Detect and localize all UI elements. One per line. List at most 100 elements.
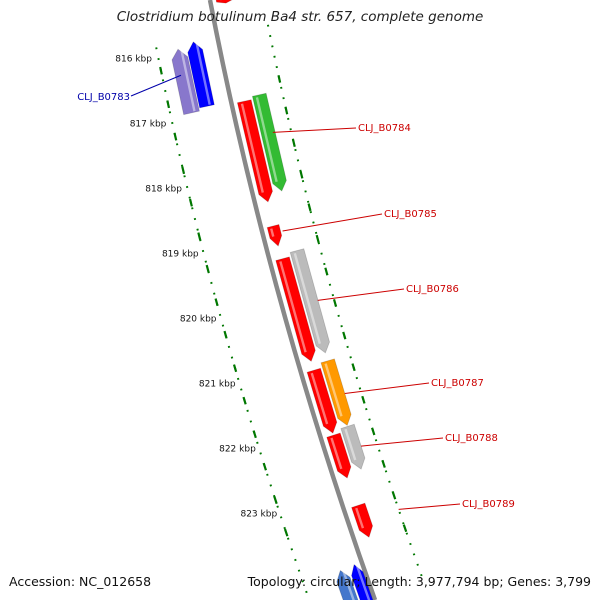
scale-label: 822 kbp [219,445,256,455]
scale-dot [240,388,243,391]
cds-red-0786-highlight [279,261,307,353]
cds-red-0785-body [266,224,283,247]
scale-label: 816 kbp [115,55,152,65]
cds-bottom-partial-1-body [336,569,359,600]
scale-tick [284,106,289,115]
scale-tick [371,427,376,436]
scale-dot [398,511,402,515]
gene-label[interactable]: CLJ_B0786 [406,284,459,295]
cds-purple [171,48,200,116]
inner-scale-track [155,47,308,594]
cds-gray-0788 [340,423,366,470]
cds-red-0789-body [351,502,374,538]
scale-tick [381,460,386,468]
gene-label[interactable]: CLJ_B0789 [462,499,515,510]
scale-tick [188,198,193,207]
scale-tick [402,524,408,533]
cds-green-0784-body [251,92,287,192]
scale-dot [249,420,253,423]
cds-blue-0783 [187,41,215,109]
cds-red-0784-highlight [240,103,264,193]
cds-orange-0787 [320,358,352,427]
label-layer: 816 kbp 817 kbp 818 kbp 819 kbp 820 kbp 821 k… [77,55,515,520]
cds-gray-0786-body [289,248,330,354]
scale-dot [297,569,301,572]
scale-dot [276,505,279,508]
scale-dot [395,501,398,504]
scale-tick [324,267,329,276]
scale-dot [301,580,304,583]
gene-label[interactable]: CLJ_B0785 [384,209,437,220]
scale-dot [365,407,368,411]
scale-dot [286,537,290,540]
gene-layer [171,0,374,600]
cds-red-0784 [236,99,273,203]
cds-gray-0786-highlight [293,252,321,345]
cds-red-0788-highlight [330,437,343,470]
scale-tick [299,170,304,179]
cds-bottom-partial-2-body [351,563,374,600]
cds-bottom-partial-2 [351,563,374,600]
gene-label[interactable]: CLJ_B0783 [77,92,130,103]
scale-dot [412,553,416,556]
gene-leader-line [317,288,405,301]
scale-dot [266,473,269,476]
scale-dot [355,376,359,380]
scale-tick [307,203,312,212]
scale-dot [416,563,419,566]
scale-tick [159,66,163,75]
scale-tick [166,100,171,109]
cds-top-partial-body [215,0,233,4]
gene-label[interactable]: CLJ_B0784 [358,123,411,134]
cds-purple-highlight [180,50,196,112]
cds-red-0785 [266,224,283,247]
scale-dot [409,542,412,546]
scale-tick [332,299,338,307]
cds-bottom-partial-2-highlight [355,565,371,600]
scale-tick [252,430,257,439]
scale-dot [374,439,378,442]
scale-dot [305,590,308,594]
scale-tick [205,264,210,273]
scale-tick [262,462,267,471]
scale-dot [269,484,272,487]
scale-tick [361,395,366,404]
scale-dot [256,441,259,444]
genome-summary-text: Topology: circular; Length: 3,977,794 bp… [247,574,591,589]
cds-red-0786-body [275,256,316,362]
scale-tick [283,528,289,537]
scale-tick [315,234,320,243]
cds-bottom-partial-1 [336,569,359,600]
gene-label[interactable]: CLJ_B0788 [445,433,498,444]
scale-tick [242,396,247,405]
scale-dot [236,377,240,381]
gene-label[interactable]: CLJ_B0787 [431,378,484,389]
scale-dot [283,526,286,530]
scale-tick [291,139,296,148]
accession-text: Accession: NC_012658 [9,574,152,589]
cds-orange-0787-highlight [324,363,343,417]
cds-purple-body [171,48,200,116]
scale-tick [181,166,186,175]
outer-scale-track [266,24,423,577]
scale-label: 817 kbp [130,120,167,130]
scale-dot [349,356,352,359]
gene-leader-line [344,382,430,395]
cds-orange-0787-body [320,358,352,427]
cds-blue-0783-highlight [195,43,211,105]
scale-dot [384,470,388,473]
scale-tick [391,491,397,500]
gene-leader-line [398,503,461,510]
scale-dot [259,452,262,455]
cds-blue-0783-body [187,41,215,109]
scale-tick [223,330,228,339]
cds-gray-0788-body [340,423,366,470]
scale-dot [402,522,405,525]
cds-red-0786 [275,256,316,362]
cds-red-0787-body [306,367,338,434]
scale-tick [197,232,202,241]
cds-red-0788 [326,432,352,479]
scale-label: 818 kbp [145,185,182,195]
scale-layer [155,24,423,594]
